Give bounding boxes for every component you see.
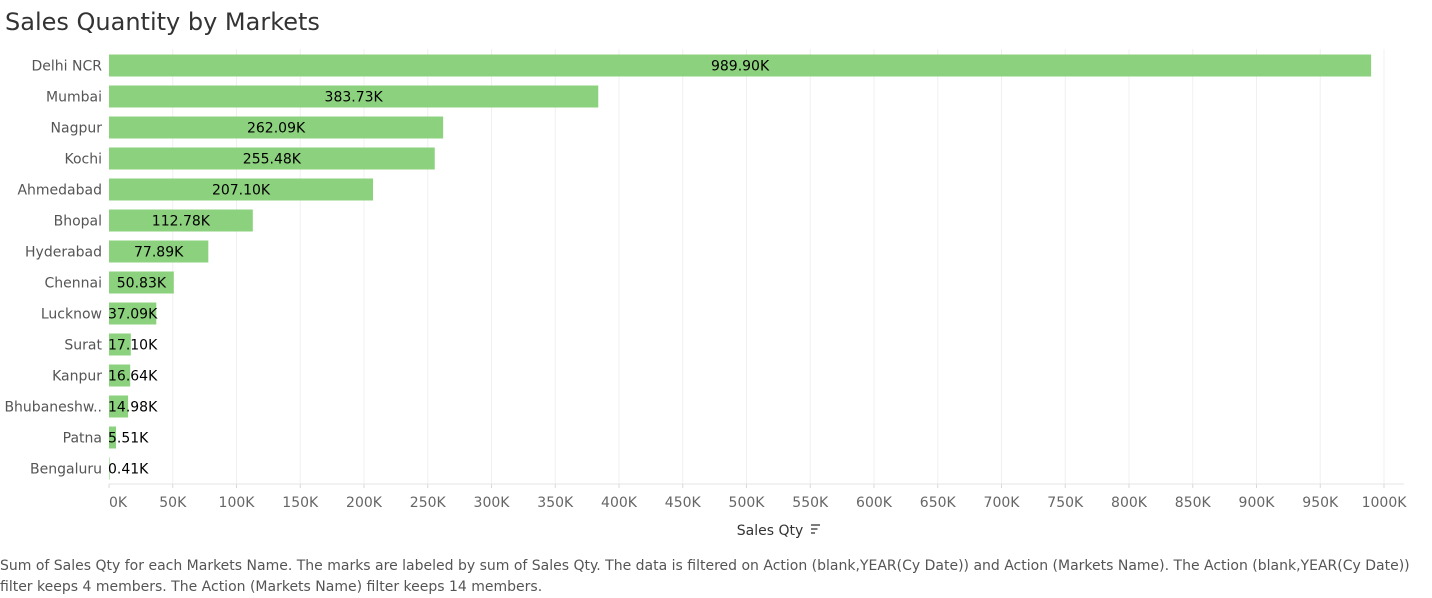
x-tick-label: 350K: [537, 495, 574, 511]
bar[interactable]: [109, 457, 110, 480]
category-label: Kanpur: [52, 369, 102, 385]
category-label: Bengaluru: [30, 462, 102, 478]
data-label: 14.98K: [108, 400, 158, 416]
data-label: 16.64K: [108, 369, 158, 385]
x-tick-label: 600K: [856, 495, 893, 511]
x-tick-label: 0K: [109, 495, 128, 511]
data-label: 383.73K: [325, 90, 384, 106]
x-tick-label: 200K: [346, 495, 383, 511]
sort-descending-icon[interactable]: [811, 524, 820, 534]
x-tick-label: 500K: [729, 495, 766, 511]
category-label: Delhi NCR: [32, 59, 103, 75]
bar[interactable]: [109, 147, 435, 170]
data-label: 262.09K: [247, 121, 306, 137]
bar[interactable]: [109, 178, 374, 201]
bar[interactable]: [109, 364, 131, 387]
bar[interactable]: [109, 54, 1372, 77]
category-label: Nagpur: [51, 121, 103, 137]
bar[interactable]: [109, 85, 599, 108]
category-label: Chennai: [45, 276, 102, 292]
data-label: 37.09K: [108, 307, 158, 323]
data-label: 0.41K: [108, 462, 149, 478]
x-axis-title: Sales Qty: [737, 523, 804, 539]
x-tick-label: 650K: [920, 495, 957, 511]
data-label: 207.10K: [212, 183, 271, 199]
category-label: Surat: [64, 338, 102, 354]
x-tick-label: 1000K: [1362, 495, 1408, 511]
x-tick-label: 750K: [1047, 495, 1084, 511]
x-tick-label: 100K: [219, 495, 256, 511]
chart-caption: Sum of Sales Qty for each Markets Name. …: [0, 558, 1410, 595]
category-label: Bhopal: [54, 214, 102, 230]
x-tick-label: 300K: [474, 495, 511, 511]
x-tick-label: 550K: [792, 495, 829, 511]
category-labels: Delhi NCR Mumbai Nagpur Kochi Ahmedabad Bhopa…: [4, 59, 102, 478]
data-label: 112.78K: [152, 214, 211, 230]
data-label: 50.83K: [117, 276, 167, 292]
bar[interactable]: [109, 426, 117, 449]
x-axis: 0K 50K 100K 150K 200K 250K 300K 350K 400K 450K 500…: [108, 483, 1408, 511]
x-tick-label: 800K: [1111, 495, 1148, 511]
bar[interactable]: [109, 240, 209, 263]
gridlines: [172, 49, 1385, 484]
x-tick-label: 50K: [159, 495, 187, 511]
x-tick-label: 150K: [282, 495, 319, 511]
x-tick-label: 900K: [1239, 495, 1276, 511]
category-label: Patna: [63, 431, 102, 447]
bar[interactable]: [109, 302, 157, 325]
data-label: 5.51K: [108, 431, 149, 447]
category-label: Mumbai: [46, 90, 102, 106]
category-label: Ahmedabad: [17, 183, 102, 199]
data-label: 255.48K: [243, 152, 302, 168]
bar[interactable]: [109, 116, 444, 139]
x-tick-label: 450K: [665, 495, 702, 511]
bars: [109, 54, 1372, 480]
x-tick-label: 250K: [410, 495, 447, 511]
category-label: Lucknow: [41, 307, 102, 323]
bar[interactable]: [109, 333, 131, 356]
chart-title: Sales Quantity by Markets: [5, 8, 320, 36]
category-label: Kochi: [64, 152, 102, 168]
data-label: 17.10K: [108, 338, 158, 354]
category-label: Hyderabad: [25, 245, 102, 261]
bar[interactable]: [109, 271, 174, 294]
x-tick-label: 400K: [601, 495, 638, 511]
x-tick-label: 850K: [1175, 495, 1212, 511]
data-label: 77.89K: [134, 245, 184, 261]
x-tick-label: 700K: [984, 495, 1021, 511]
x-tick-label: 950K: [1302, 495, 1339, 511]
data-labels: 989.90K 383.73K 262.09K 255.48K 207.10K112.7…: [108, 59, 770, 478]
category-label: Bhubaneshw..: [4, 400, 102, 416]
bar-chart: Delhi NCR Mumbai Nagpur Kochi Ahmedabad Bhopa…: [4, 49, 1408, 539]
bar[interactable]: [109, 395, 129, 418]
data-label: 989.90K: [711, 59, 770, 75]
bar[interactable]: [109, 209, 253, 232]
